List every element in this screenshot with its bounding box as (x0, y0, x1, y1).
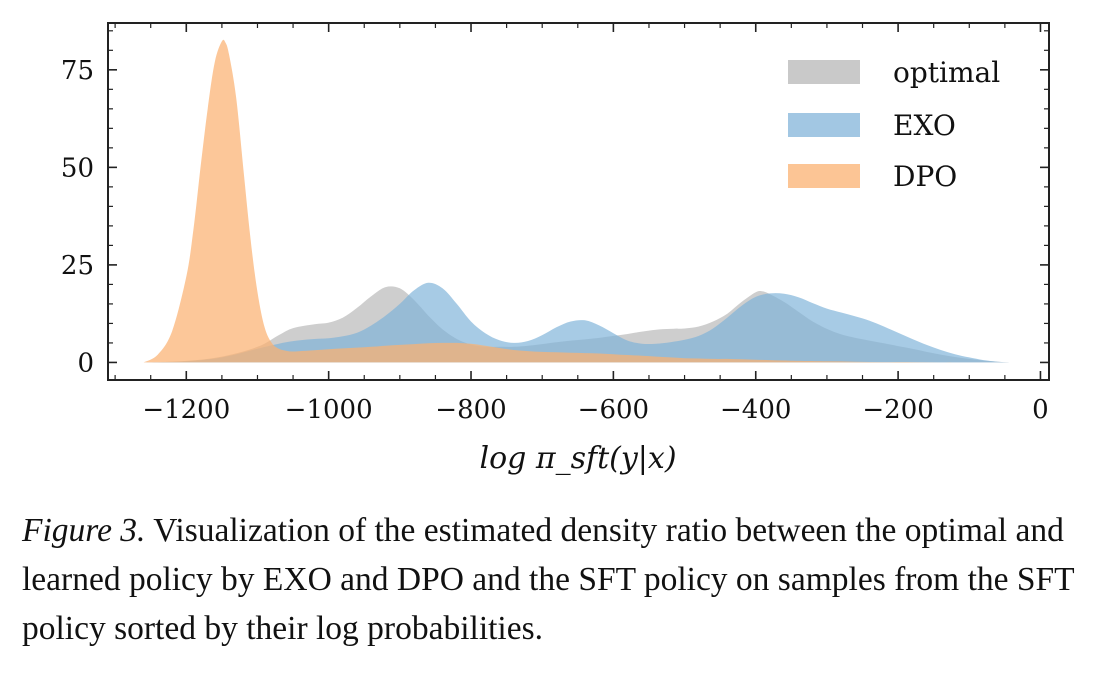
legend-label-optimal: optimal (893, 56, 1000, 89)
x-tick-label: −800 (435, 395, 506, 425)
legend: optimal EXO DPO (788, 56, 1000, 193)
area-exo (143, 282, 1013, 363)
x-tick-label: −200 (862, 395, 933, 425)
y-tick-label: 0 (77, 348, 94, 378)
series-layer (143, 39, 1013, 363)
legend-swatch-optimal (788, 60, 860, 84)
density-ratio-chart: −1200 −1000 −800 −600 −400 −200 0 0 25 50 75 optim… (61, 22, 1050, 476)
figure-caption-text: Visualization of the estimated density r… (22, 512, 1075, 647)
x-tick-label: −1200 (142, 395, 230, 425)
plot-area: −1200 −1000 −800 −600 −400 −200 0 0 25 50 75 (61, 22, 1050, 425)
ticks-layer: −1200 −1000 −800 −600 −400 −200 0 0 25 50 75 (61, 23, 1049, 425)
legend-swatch-dpo (788, 164, 860, 188)
y-tick-label: 75 (61, 56, 94, 86)
area-dpo (143, 39, 1013, 363)
x-tick-label: 0 (1032, 395, 1049, 425)
figure-caption-label: Figure 3. (22, 512, 146, 549)
plot-frame (107, 22, 1050, 381)
legend-label-dpo: DPO (893, 160, 957, 193)
x-tick-label: −1000 (285, 395, 373, 425)
x-tick-label: −600 (578, 395, 649, 425)
y-tick-label: 25 (61, 251, 94, 281)
x-axis-label: log π_sft(y|x) (479, 441, 676, 476)
y-tick-label: 50 (61, 153, 94, 183)
legend-label-exo: EXO (893, 109, 956, 142)
legend-swatch-exo (788, 113, 860, 137)
x-tick-label: −400 (720, 395, 791, 425)
figure-caption: Figure 3. Visualization of the estimated… (22, 506, 1102, 653)
